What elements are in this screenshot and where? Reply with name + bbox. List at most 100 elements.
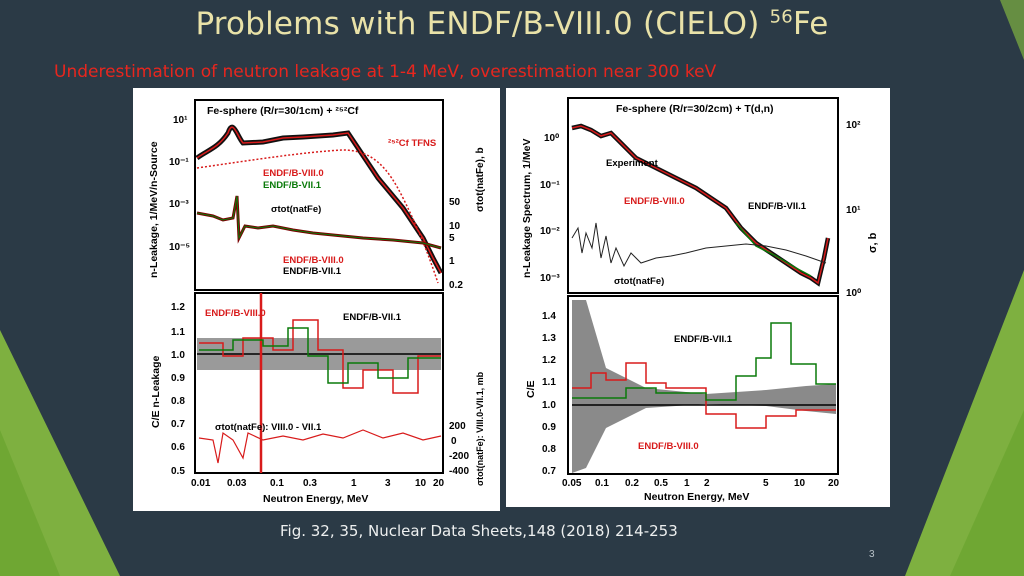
right-top-viii-curve: [571, 125, 829, 285]
legend-viii-top: ENDF/B-VIII.0: [263, 168, 324, 179]
legend-viii: ENDF/B-VIII.0: [205, 308, 266, 319]
svg-text:0.03: 0.03: [227, 478, 247, 489]
svg-text:10: 10: [794, 478, 806, 489]
ytick: 10⁻⁵: [169, 242, 190, 253]
left-xticks: 0.01 0.03 0.1 0.3 1 3 10 20: [191, 478, 445, 489]
right-bottom-yticks: 1.4 1.3 1.2 1.1 1.0 0.9 0.8 0.7: [542, 311, 556, 477]
legend-vii: ENDF/B-VII.1: [343, 312, 402, 323]
left-top-viii-curve: [196, 126, 442, 274]
right-xticks: 0.05 0.1 0.2 0.5 1 2 5 10 20: [562, 478, 840, 489]
right-top-ylabel: n-Leakage Spectrum, 1/MeV: [521, 139, 533, 278]
title-main: Problems with ENDF/B-VIII.0 (CIELO): [195, 6, 770, 42]
svg-text:0: 0: [451, 436, 457, 447]
left-top-yticks: 10¹ 10⁻¹ 10⁻³ 10⁻⁵: [169, 115, 190, 253]
svg-text:1.1: 1.1: [542, 377, 556, 388]
right-top-yticks: 10⁰ 10⁻¹ 10⁻² 10⁻³: [540, 133, 560, 284]
left-top-sigma-vii-curve: [196, 195, 442, 249]
svg-text:10⁻²: 10⁻²: [540, 226, 560, 237]
legend-experiment: Experiment: [606, 158, 659, 169]
svg-text:0.7: 0.7: [171, 419, 185, 430]
svg-text:0.9: 0.9: [171, 373, 185, 384]
svg-text:1: 1: [351, 478, 357, 489]
svg-text:0.9: 0.9: [542, 422, 556, 433]
svg-text:-200: -200: [449, 451, 469, 462]
left-bottom-diff-line: [198, 429, 442, 464]
ytick: 50: [449, 197, 461, 208]
svg-text:0.3: 0.3: [303, 478, 317, 489]
right-top-legends: Experiment ENDF/B-VIII.0 ENDF/B-VII.1 σt…: [606, 158, 807, 287]
right-top-right-ylabel: σ, b: [867, 232, 879, 253]
right-top-sigma-curve: [571, 222, 827, 268]
left-bottom-vii-line: [199, 327, 441, 384]
legend-sigma: σtot(natFe): [614, 276, 664, 287]
left-figure-plot: Fe-sphere (R/r=30/1cm) + ²⁵²Cf n-Leakage…: [148, 99, 486, 505]
legend-tfns: ²⁵²Cf TFNS: [388, 138, 436, 149]
left-top-right-ylabel: σtot(natFe), b: [475, 147, 486, 212]
legend-viii: ENDF/B-VIII.0: [624, 196, 685, 207]
title-element: Fe: [792, 6, 829, 42]
svg-text:10¹: 10¹: [846, 205, 861, 216]
svg-text:1.1: 1.1: [171, 327, 185, 338]
left-top-experiment-curve: [195, 124, 444, 275]
legend-vii: ENDF/B-VII.1: [748, 201, 807, 212]
right-figure-plot: Fe-sphere (R/r=30/2cm) + T(d,n) n-Leakag…: [521, 97, 879, 503]
legend-vii-top: ENDF/B-VII.1: [263, 180, 322, 191]
svg-text:0.8: 0.8: [171, 396, 185, 407]
svg-text:1.2: 1.2: [542, 355, 556, 366]
ytick: 1: [449, 256, 455, 267]
svg-text:0.01: 0.01: [191, 478, 211, 489]
left-bottom-frame: [194, 292, 444, 474]
left-top-frame: [194, 99, 444, 291]
right-top-vii-curve: [735, 222, 812, 277]
legend-sigma: σtot(natFe): [271, 204, 321, 215]
slide-number: 3: [869, 549, 875, 560]
legend-viii: ENDF/B-VIII.0: [638, 441, 699, 452]
ytick: 0.2: [449, 280, 463, 291]
left-xlabel: Neutron Energy, MeV: [263, 493, 368, 505]
right-bottom-ylabel: C/E: [525, 380, 537, 398]
svg-text:-400: -400: [449, 466, 469, 477]
ytick: 5: [449, 233, 455, 244]
svg-text:0.7: 0.7: [542, 466, 556, 477]
svg-text:10⁰: 10⁰: [544, 133, 559, 144]
ytick: 10¹: [173, 115, 188, 126]
right-top-frame: [567, 97, 839, 294]
left-figure: Fe-sphere (R/r=30/1cm) + ²⁵²Cf n-Leakage…: [133, 88, 500, 511]
figure-caption: Fig. 32, 35, Nuclear Data Sheets,148 (20…: [280, 522, 678, 540]
svg-text:1.0: 1.0: [171, 350, 185, 361]
left-top-right-yticks: 50 10 5 1 0.2: [449, 197, 463, 291]
svg-text:1.0: 1.0: [542, 400, 556, 411]
svg-text:0.5: 0.5: [171, 466, 185, 477]
left-top-legends: ²⁵²Cf TFNS ENDF/B-VIII.0 ENDF/B-VII.1 σt…: [263, 138, 436, 277]
svg-text:0.05: 0.05: [562, 478, 582, 489]
ytick: 10⁻¹: [169, 157, 189, 168]
svg-text:10: 10: [415, 478, 427, 489]
svg-text:20: 20: [433, 478, 445, 489]
svg-text:10⁻³: 10⁻³: [540, 273, 560, 284]
right-uncertainty-band: [572, 300, 836, 473]
svg-text:20: 20: [828, 478, 840, 489]
svg-text:2: 2: [704, 478, 710, 489]
ytick: 10: [449, 221, 461, 232]
left-bottom-yticks: 1.2 1.1 1.0 0.9 0.8 0.7 0.6 0.5: [171, 302, 185, 477]
svg-text:10⁰: 10⁰: [846, 288, 861, 299]
slide-title: Problems with ENDF/B-VIII.0 (CIELO) 56Fe: [0, 6, 1024, 42]
svg-text:1: 1: [684, 478, 690, 489]
title-isotope-mass: 56: [769, 6, 793, 28]
svg-text:1.4: 1.4: [542, 311, 556, 322]
left-bottom-right-ylabel: σtot(natFe): VIII.0-VII.1, mb: [475, 371, 485, 486]
svg-text:0.6: 0.6: [171, 442, 185, 453]
svg-text:0.5: 0.5: [654, 478, 668, 489]
svg-text:0.2: 0.2: [625, 478, 639, 489]
left-bottom-viii-line: [199, 319, 441, 394]
diff-label: σtot(natFe): VIII.0 - VII.1: [215, 422, 322, 433]
svg-text:0.8: 0.8: [542, 444, 556, 455]
right-bottom-legends: ENDF/B-VII.1 ENDF/B-VIII.0: [638, 334, 733, 452]
left-bottom-legends: ENDF/B-VIII.0 ENDF/B-VII.1 σtot(natFe): …: [205, 308, 402, 433]
ytick: 10⁻³: [169, 199, 189, 210]
left-top-ylabel: n-Leakage, 1/MeV/n-Source: [148, 141, 160, 278]
legend-viii-bottom: ENDF/B-VIII.0: [283, 255, 344, 266]
svg-text:5: 5: [763, 478, 769, 489]
svg-text:10²: 10²: [846, 120, 861, 131]
